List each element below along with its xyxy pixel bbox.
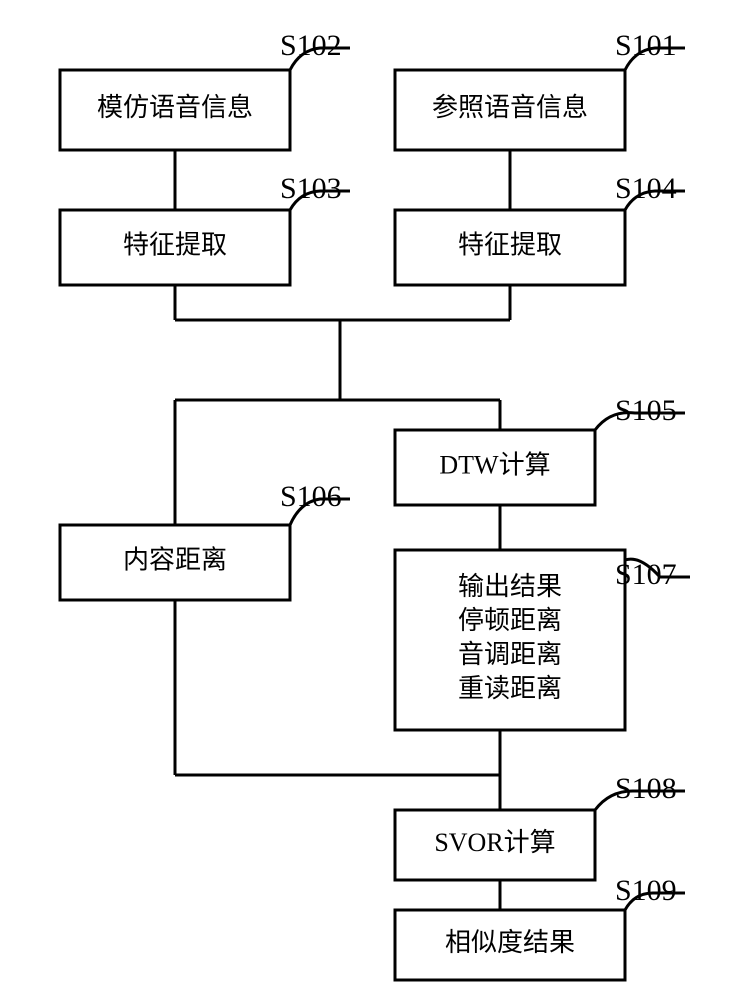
node-label: 参照语音信息: [432, 93, 588, 122]
node-label: 特征提取: [458, 230, 562, 259]
step-label-s105: S105: [615, 394, 677, 427]
node-label: SVOR计算: [434, 828, 555, 857]
step-label-s102: S102: [280, 29, 342, 62]
node-label: 音调距离: [458, 640, 562, 669]
node-s107: 输出结果停顿距离音调距离重读距离: [395, 550, 625, 730]
step-label-s106: S106: [280, 480, 342, 513]
node-s106: 内容距离: [60, 525, 290, 600]
step-label-s103: S103: [280, 172, 342, 205]
node-label: 内容距离: [123, 545, 227, 574]
node-s108: SVOR计算: [395, 810, 595, 880]
node-s102: 模仿语音信息: [60, 70, 290, 150]
step-label-s109: S109: [615, 874, 677, 907]
step-label-s108: S108: [615, 772, 677, 805]
step-label-s104: S104: [615, 172, 677, 205]
node-label: 特征提取: [123, 230, 227, 259]
step-label-s107: S107: [615, 558, 677, 591]
node-s104: 特征提取: [395, 210, 625, 285]
node-label: 重读距离: [458, 674, 562, 703]
step-label-s101: S101: [615, 29, 677, 62]
node-label: 停顿距离: [458, 606, 562, 635]
node-label: 相似度结果: [445, 928, 575, 957]
node-label: DTW计算: [439, 450, 550, 479]
node-s101: 参照语音信息: [395, 70, 625, 150]
node-s105: DTW计算: [395, 430, 595, 505]
node-label: 输出结果: [458, 572, 562, 601]
node-s103: 特征提取: [60, 210, 290, 285]
node-label: 模仿语音信息: [97, 93, 253, 122]
node-s109: 相似度结果: [395, 910, 625, 980]
flowchart: 模仿语音信息参照语音信息特征提取特征提取DTW计算内容距离输出结果停顿距离音调距…: [0, 0, 734, 1000]
